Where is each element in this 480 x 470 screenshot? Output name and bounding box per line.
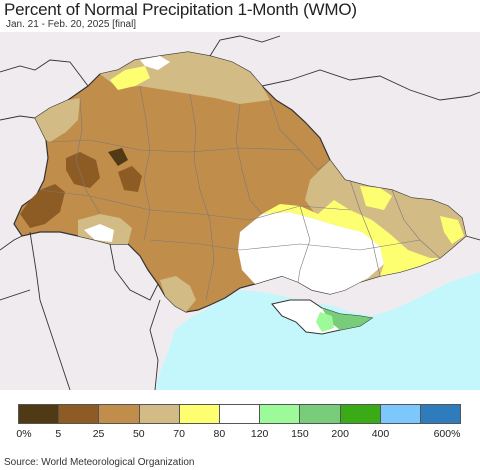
precipitation-map bbox=[0, 32, 480, 390]
region-southeast-80-120 bbox=[238, 212, 384, 294]
legend-swatch-5 bbox=[219, 405, 261, 423]
crimea-120-150 bbox=[316, 312, 334, 332]
legend-swatch-10 bbox=[420, 405, 461, 423]
legend-swatch-1 bbox=[59, 405, 100, 423]
legend-swatch-0 bbox=[19, 405, 60, 423]
region-north-50-70 bbox=[100, 52, 270, 104]
legend-label: 5 bbox=[55, 428, 62, 440]
region-west-5-25 bbox=[20, 184, 65, 228]
region-north-70-80 bbox=[110, 66, 150, 90]
crimea-150-200 bbox=[322, 308, 372, 330]
legend-swatch-4 bbox=[179, 405, 220, 423]
legend-label: 70 bbox=[173, 428, 185, 440]
region-far-east-70-80 bbox=[440, 216, 464, 244]
legend-label: 0% bbox=[16, 428, 32, 440]
region-northwest-50-70 bbox=[35, 98, 80, 142]
legend-swatch-6 bbox=[260, 405, 301, 423]
legend-label: 200 bbox=[331, 428, 349, 440]
legend-swatch-8 bbox=[340, 405, 381, 423]
region-central-5-25 bbox=[118, 166, 142, 192]
region-south-50-70 bbox=[160, 276, 196, 312]
map-svg bbox=[0, 32, 480, 390]
legend-label: 80 bbox=[213, 428, 226, 440]
region-north-80-120 bbox=[140, 56, 170, 70]
legend-swatch-9 bbox=[380, 405, 421, 423]
legend-colorbar bbox=[18, 404, 461, 424]
map-subtitle: Jan. 21 - Feb. 20, 2025 [final] bbox=[6, 19, 137, 30]
legend-label: 120 bbox=[250, 428, 269, 440]
neighbour-borders bbox=[0, 35, 480, 390]
legend-swatch-2 bbox=[99, 405, 140, 423]
legend-labels: 0% 5 25 50 70 80 120 150 200 400 600% bbox=[0, 428, 480, 442]
source-credit: Source: World Meteorological Organizatio… bbox=[4, 457, 195, 468]
region-northeast-70-80 bbox=[360, 186, 392, 210]
legend-label: 50 bbox=[132, 428, 145, 440]
region-west2-5-25 bbox=[66, 152, 100, 188]
admin-borders bbox=[39, 85, 441, 301]
legend-label: 600% bbox=[433, 428, 461, 440]
legend-label: 25 bbox=[92, 428, 105, 440]
legend-swatch-7 bbox=[300, 405, 341, 423]
legend-label: 150 bbox=[291, 428, 309, 440]
legend-label: 400 bbox=[371, 428, 390, 440]
region-southwest-80-120 bbox=[84, 224, 114, 242]
region-lowest-0-5 bbox=[108, 148, 128, 166]
region-east-70-80 bbox=[262, 200, 440, 276]
map-title: Percent of Normal Precipitation 1-Month … bbox=[4, 0, 357, 19]
legend-swatch-3 bbox=[139, 405, 180, 423]
